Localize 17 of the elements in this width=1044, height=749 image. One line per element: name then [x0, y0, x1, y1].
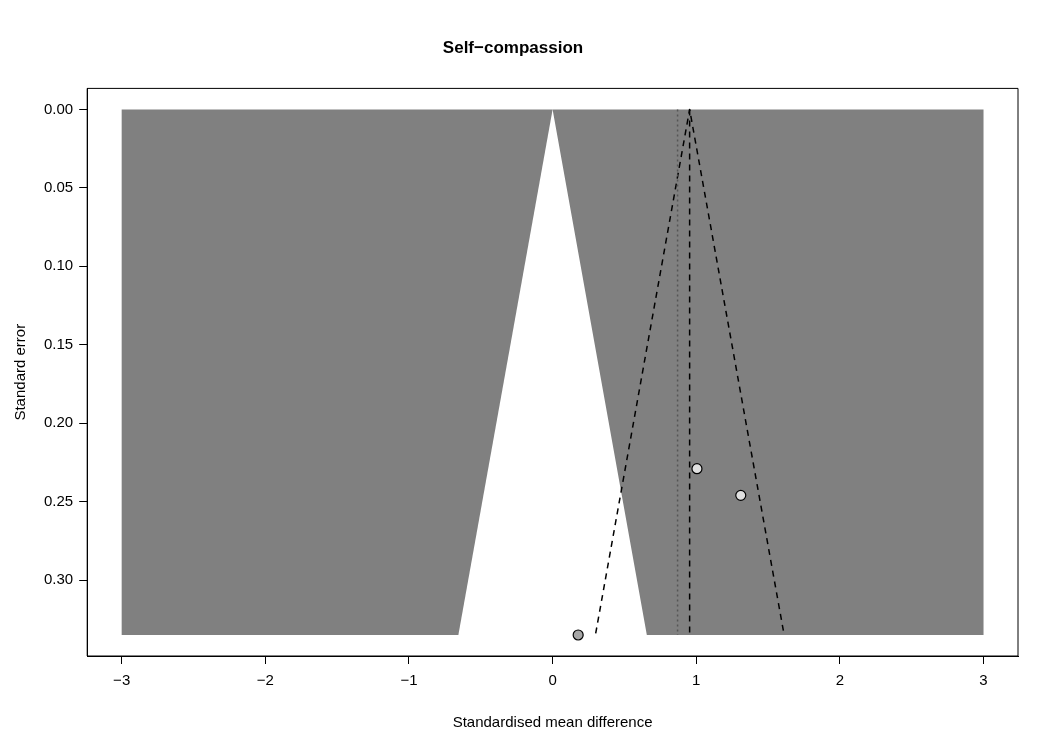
y-tick-label: 0.20	[43, 413, 74, 431]
y-tick-label: 0.00	[43, 99, 74, 117]
y-tick-label: 0.05	[43, 178, 74, 195]
x-axis-title: Standardised mean difference	[452, 713, 653, 731]
x-tick-label: −2	[256, 671, 274, 689]
y-axis-title: Standard error	[11, 323, 29, 421]
y-tick-label: 0.15	[43, 334, 74, 352]
x-tick-label: −1	[400, 671, 418, 689]
chart-title: Self−compassion	[442, 37, 584, 57]
x-tick-label: 3	[979, 671, 988, 689]
x-tick-label: 1	[692, 671, 701, 689]
x-tick-label: 2	[835, 671, 845, 689]
x-tick-label: −3	[113, 671, 131, 689]
x-tick-label: 0	[548, 671, 557, 689]
y-tick-label: 0.30	[43, 570, 74, 588]
y-tick-label: 0.10	[43, 256, 74, 274]
y-tick-label: 0.25	[43, 491, 74, 509]
